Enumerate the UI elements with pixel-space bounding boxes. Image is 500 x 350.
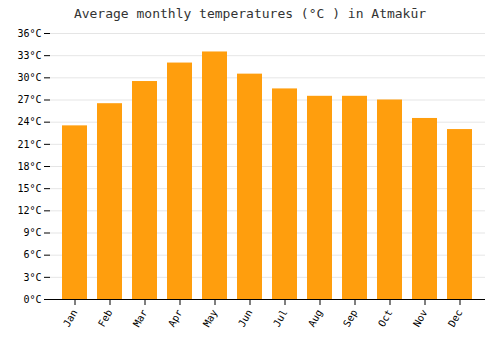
svg-text:24°C: 24°C <box>17 116 41 127</box>
svg-text:3°C: 3°C <box>23 272 41 283</box>
svg-text:21°C: 21°C <box>17 139 41 150</box>
svg-text:Jan: Jan <box>61 308 80 329</box>
svg-text:9°C: 9°C <box>23 227 41 238</box>
svg-text:Mar: Mar <box>131 308 150 329</box>
html-text:Average monthly temperatures (: Average monthly temperatures (°C ) in At… <box>73 6 427 21</box>
svg-text:Sep: Sep <box>341 308 360 329</box>
svg-text:Jul: Jul <box>271 308 290 329</box>
svg-text:15°C: 15°C <box>17 183 41 194</box>
svg-text:Jun: Jun <box>236 308 255 329</box>
svg-text:30°C: 30°C <box>17 72 41 83</box>
svg-text:6°C: 6°C <box>23 249 41 260</box>
svg-text:Dec: Dec <box>446 308 465 329</box>
svg-text:36°C: 36°C <box>17 28 41 39</box>
svg-text:0°C: 0°C <box>23 294 41 305</box>
svg-text:12°C: 12°C <box>17 205 41 216</box>
svg-text:33°C: 33°C <box>17 50 41 61</box>
svg-text:Oct: Oct <box>376 308 395 329</box>
svg-text:Aug: Aug <box>306 308 325 329</box>
svg-text:18°C: 18°C <box>17 161 41 172</box>
svg-text:Nov: Nov <box>411 308 430 329</box>
svg-text:Apr: Apr <box>166 308 185 329</box>
svg-text:May: May <box>201 308 220 329</box>
svg-text:Feb: Feb <box>96 308 115 329</box>
svg-text:27°C: 27°C <box>17 94 41 105</box>
